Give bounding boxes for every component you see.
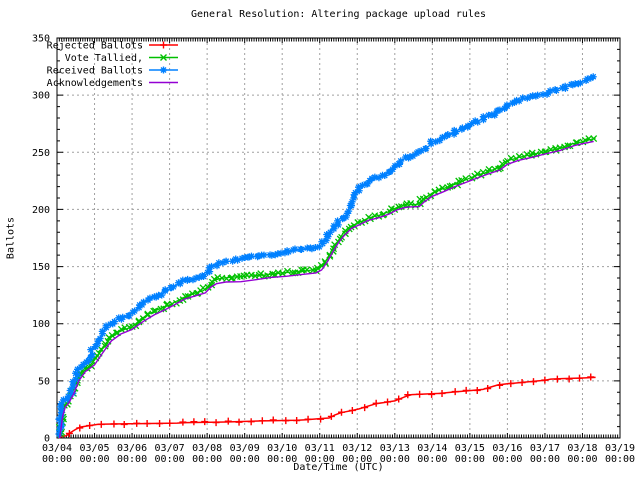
x-tick-label-time: 00:00 xyxy=(380,454,410,465)
legend-label-acknowledgements: Acknowledgements xyxy=(47,78,143,89)
grid-lines xyxy=(57,38,620,438)
plot-border xyxy=(56,37,621,439)
x-tick-label-time: 00:00 xyxy=(42,454,72,465)
y-tick-label: 150 xyxy=(32,262,50,273)
y-tick-label: 100 xyxy=(32,319,50,330)
legend-label-rejected: Rejected Ballots xyxy=(47,41,143,52)
x-tick-label-date: 03/11 xyxy=(305,443,335,454)
x-axis-label: Date/Time (UTC) xyxy=(293,462,384,473)
x-tick-label-date: 03/06 xyxy=(117,443,147,454)
y-tick-label: 200 xyxy=(32,205,50,216)
series-line-acknowledgements xyxy=(58,140,594,439)
series-markers-received xyxy=(55,73,597,438)
x-tick-label-date: 03/16 xyxy=(492,443,522,454)
x-tick-label-time: 00:00 xyxy=(192,454,222,465)
x-tick-label-date: 03/17 xyxy=(530,443,560,454)
x-tick-label-time: 00:00 xyxy=(530,454,560,465)
legend-marker-tallied xyxy=(160,54,167,61)
x-tick-label-time: 00:00 xyxy=(567,454,597,465)
x-tick-label-date: 03/05 xyxy=(79,443,109,454)
x-tick-label-time: 00:00 xyxy=(79,454,109,465)
y-tick-label: 0 xyxy=(44,434,50,445)
x-tick-label-time: 00:00 xyxy=(492,454,522,465)
x-tick-label-time: 00:00 xyxy=(605,454,635,465)
series-markers-rejected xyxy=(65,373,595,437)
x-tick-label-date: 03/09 xyxy=(230,443,260,454)
x-tick-label-date: 03/14 xyxy=(417,443,447,454)
y-tick-label: 50 xyxy=(38,376,50,387)
x-tick-label-date: 03/12 xyxy=(342,443,372,454)
x-tick-label-time: 00:00 xyxy=(155,454,185,465)
y-tick-label: 250 xyxy=(32,148,50,159)
legend-marker-rejected xyxy=(160,41,167,49)
x-tick-label-time: 00:00 xyxy=(342,454,372,465)
y-tick-label: 300 xyxy=(32,91,50,102)
x-tick-label-time: 00:00 xyxy=(230,454,260,465)
series-line-rejected xyxy=(58,376,596,439)
legend-label-tallied: Vote Tallied, xyxy=(65,53,143,64)
x-tick-label-time: 00:00 xyxy=(417,454,447,465)
y-tick-label: 350 xyxy=(32,34,50,45)
x-tick-label-date: 03/15 xyxy=(455,443,485,454)
legend-marker-received xyxy=(160,66,167,74)
x-tick-label-time: 00:00 xyxy=(305,454,335,465)
chart-title: General Resolution: Altering package upl… xyxy=(190,9,486,20)
x-tick-label-date: 03/07 xyxy=(155,443,185,454)
x-tick-label-date: 03/13 xyxy=(380,443,410,454)
x-tick-label-date: 03/10 xyxy=(267,443,297,454)
x-tick-label-time: 00:00 xyxy=(117,454,147,465)
x-tick-label-date: 03/18 xyxy=(567,443,597,454)
x-tick-label-time: 00:00 xyxy=(267,454,297,465)
series-markers-tallied xyxy=(55,135,598,438)
x-tick-label-date: 03/19 xyxy=(605,443,635,454)
x-tick-label-date: 03/08 xyxy=(192,443,222,454)
x-tick-label-time: 00:00 xyxy=(455,454,485,465)
x-tick-label-date: 03/04 xyxy=(42,443,72,454)
series-line-tallied xyxy=(59,137,596,439)
legend-label-received: Received Ballots xyxy=(47,66,143,77)
